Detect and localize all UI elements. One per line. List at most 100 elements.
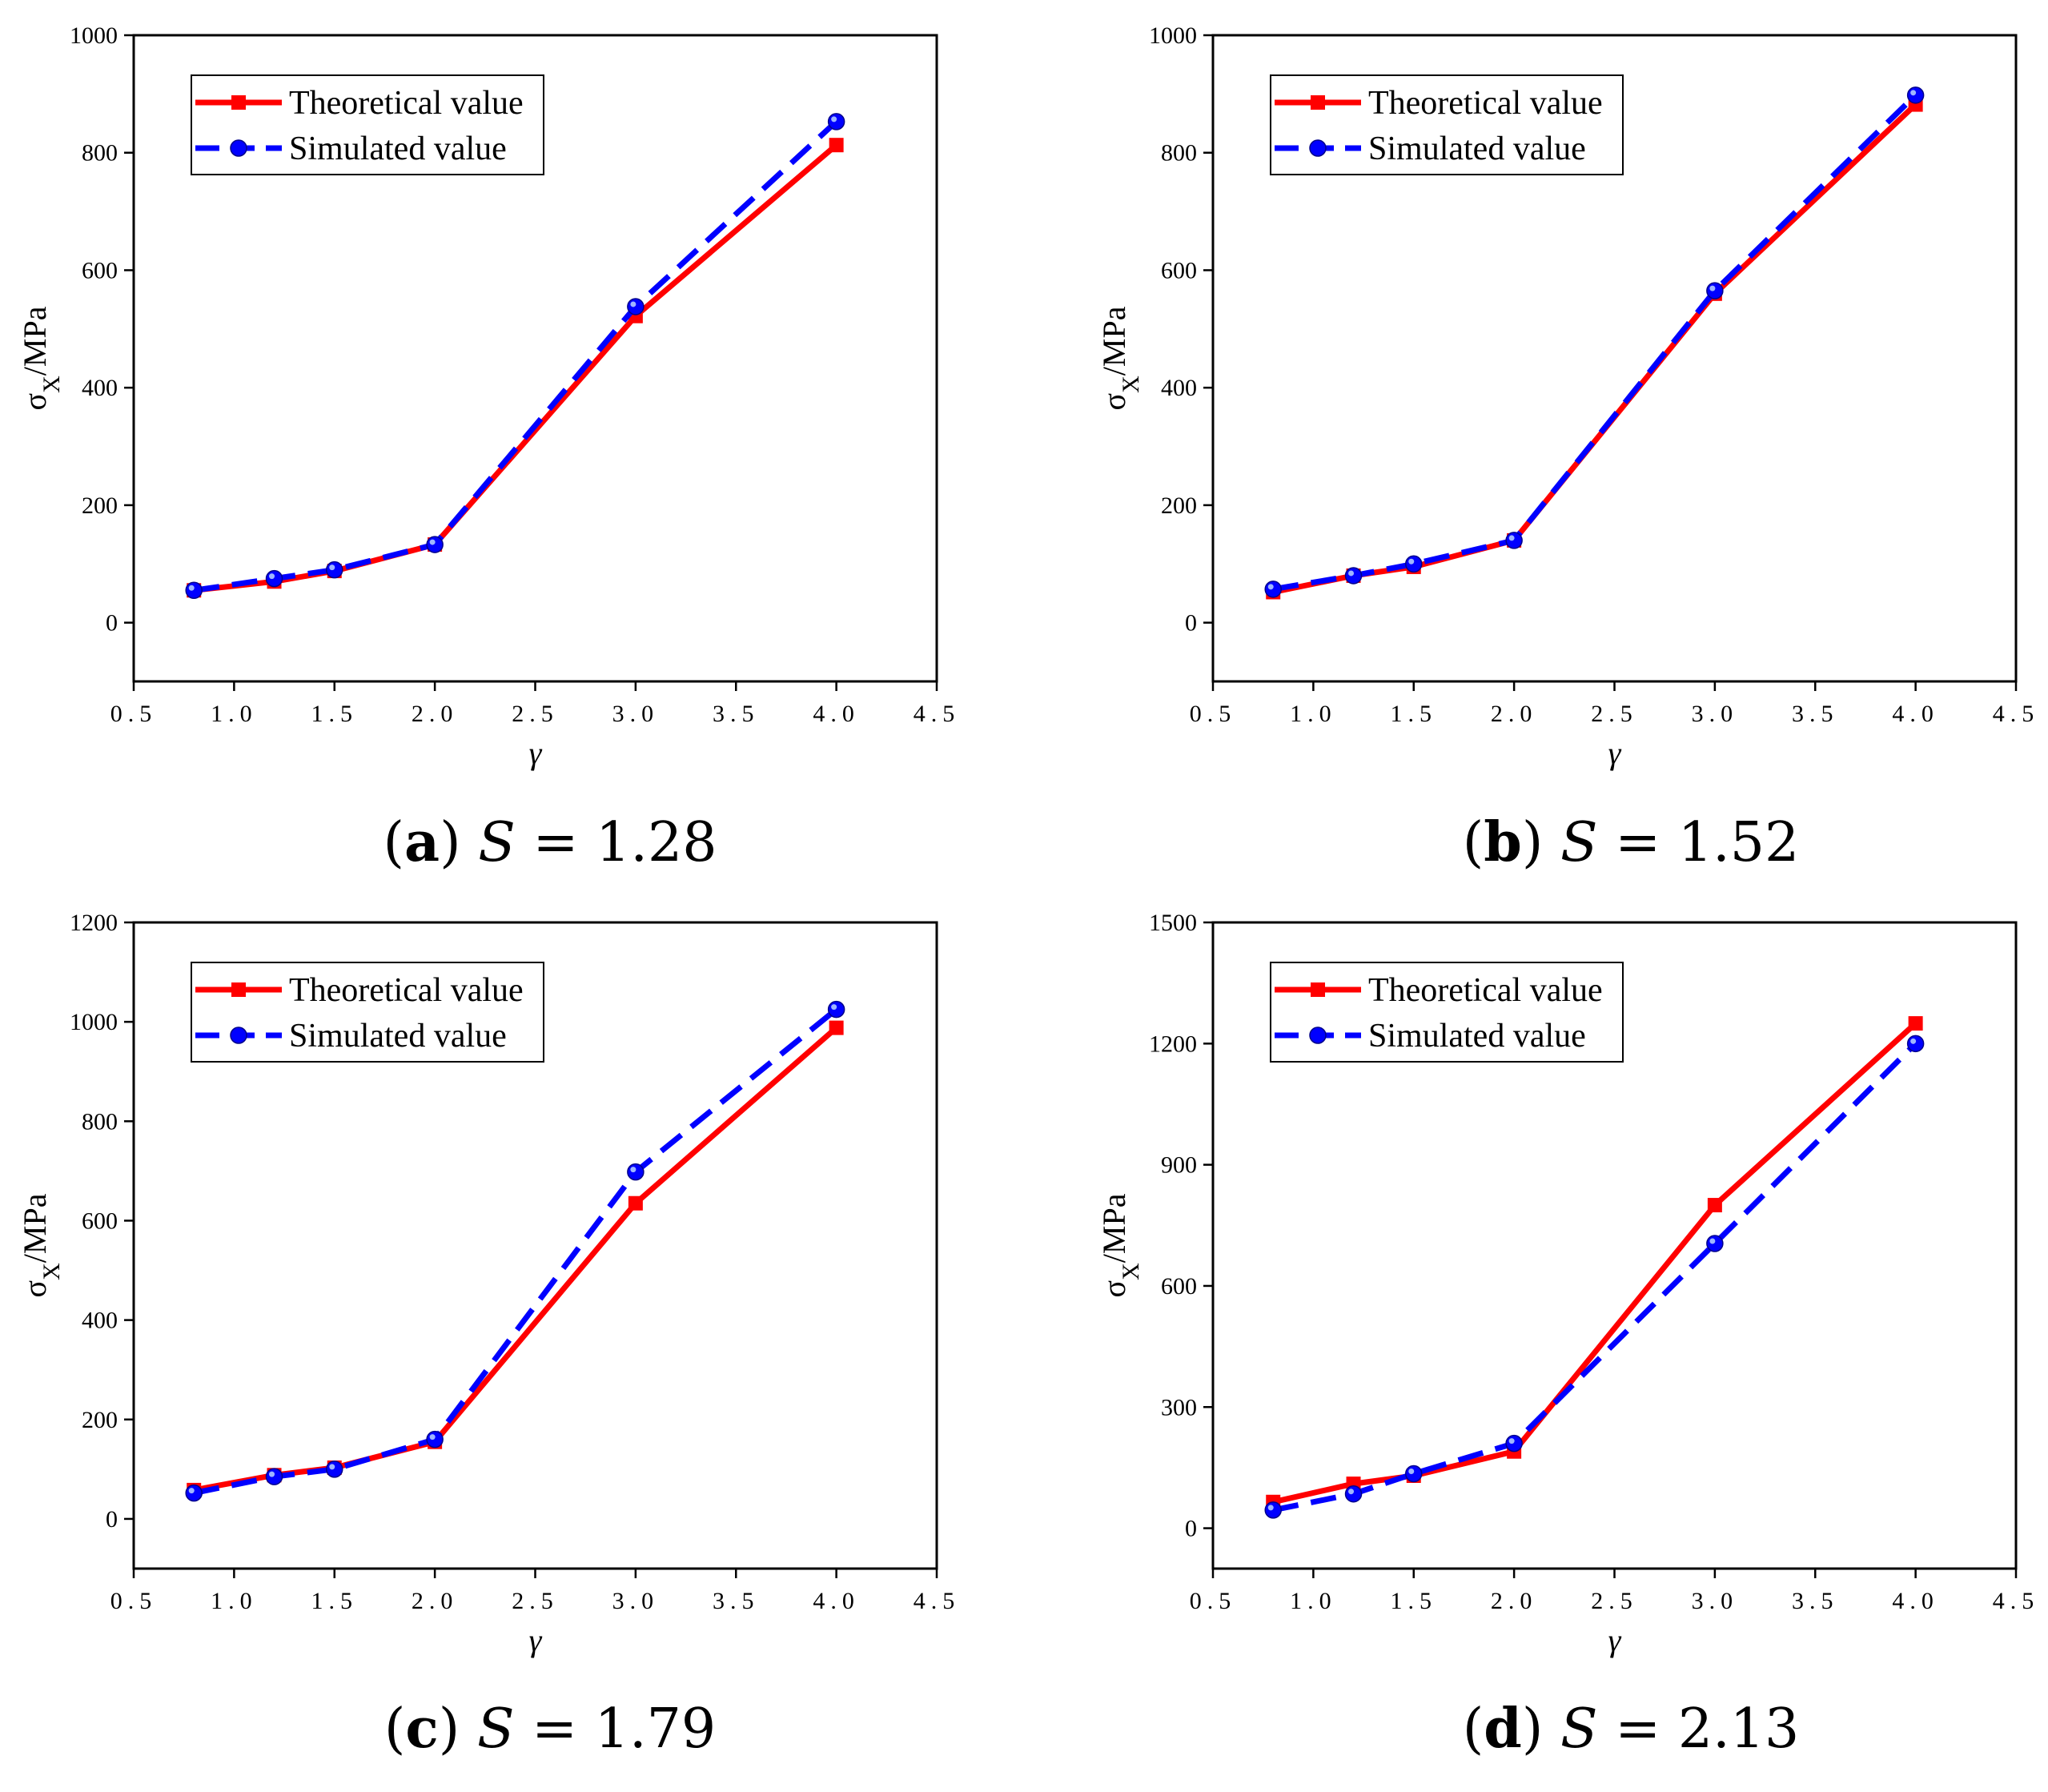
data-point-highlight-a-4 [630, 301, 636, 307]
data-point-highlight-a-3 [429, 539, 436, 545]
y-axis-label-main-d: σ [1096, 1280, 1132, 1298]
data-point-highlight-c-4 [630, 1167, 636, 1173]
x-axis-label-c: γ [529, 1622, 543, 1658]
data-point-highlight-c-5 [831, 1004, 837, 1011]
x-tick-label-d-3: 2.0 [1491, 1588, 1538, 1614]
data-point-highlight-a-5 [831, 116, 837, 123]
x-tick-label-d-8: 4.5 [1993, 1588, 2040, 1614]
data-point-highlight-c-0 [188, 1488, 195, 1494]
y-tick-label-a-1: 200 [82, 492, 118, 519]
x-tick-label-d-6: 3.5 [1792, 1588, 1839, 1614]
x-axis-label-a: γ [529, 735, 543, 771]
chart-panel-b: 0.5 1.0 1.5 2.0 2.5 3.0 3.5 4.0 4.5 0 200 400 600 800… [1096, 22, 2034, 771]
caption-d: (d) S = 2.13 [1462, 1697, 1800, 1761]
caption-c: (c) S = 1.79 [383, 1697, 717, 1761]
data-point-c-simulated-2 [326, 1461, 343, 1478]
x-tick-label-b-6: 3.5 [1792, 701, 1839, 727]
series-line-d-1 [1272, 1041, 1918, 1513]
x-tick-label-c-6: 3.5 [713, 1588, 760, 1614]
data-point-a-simulated-0 [185, 581, 203, 600]
legend-box-b [1270, 74, 1624, 175]
data-point-highlight-d-0 [1267, 1505, 1274, 1511]
x-tick-label-c-2: 1.5 [311, 1588, 359, 1614]
y-axis-label-sub-b: X [1118, 376, 1144, 393]
legend-label-d-0: Theoretical value [1368, 972, 1603, 1009]
caption-a-symbol: S [478, 811, 516, 874]
y-axis-label-b: σX/MPa [1096, 306, 1144, 410]
x-tick-label-a-3: 2.0 [412, 701, 459, 727]
data-point-a-simulated-4 [627, 298, 645, 315]
series-line-d-0 [1272, 1021, 1917, 1505]
caption-d-letter: d [1484, 1697, 1522, 1761]
y-tick-label-a-5: 1000 [70, 22, 118, 49]
data-point-c-simulated-1 [265, 1468, 283, 1485]
x-tick-label-d-2: 1.5 [1391, 1588, 1438, 1614]
x-tick-label-a-1: 1.0 [211, 701, 258, 727]
legend-box-d [1270, 962, 1624, 1063]
data-point-a-simulated-3 [426, 536, 444, 553]
caption-d-symbol: S [1560, 1698, 1598, 1761]
x-tick-label-d-7: 4.0 [1892, 1588, 1939, 1614]
data-point-c-theoretical-4 [628, 1195, 643, 1211]
y-tick-label-c-1: 200 [82, 1407, 118, 1433]
data-point-highlight-a-2 [329, 565, 335, 571]
y-tick-label-c-2: 400 [82, 1308, 118, 1334]
x-tick-label-a-8: 4.5 [914, 701, 961, 727]
y-tick-label-c-6: 1200 [70, 910, 118, 936]
data-point-highlight-b-2 [1408, 558, 1415, 565]
x-tick-label-c-4: 2.5 [512, 1588, 559, 1614]
x-tick-label-b-3: 2.0 [1491, 701, 1538, 727]
caption-c-letter: c [405, 1697, 439, 1761]
data-point-highlight-b-3 [1508, 535, 1515, 541]
data-point-b-simulated-2 [1405, 555, 1423, 573]
legend-label-a-1: Simulated value [289, 131, 507, 167]
legend-marker-c-0 [231, 982, 246, 997]
x-tick-label-b-2: 1.5 [1391, 701, 1438, 727]
x-tick-label-c-7: 4.0 [813, 1588, 860, 1614]
legend-marker-b-0 [1311, 95, 1325, 110]
x-tick-label-c-8: 4.5 [914, 1588, 961, 1614]
legend-marker-c-1 [230, 1027, 247, 1044]
y-axis-label-main-a: σ [17, 393, 53, 411]
caption-a: (a) S = 1.28 [383, 810, 717, 874]
data-point-d-theoretical-4 [1707, 1198, 1722, 1213]
y-tick-label-c-4: 800 [82, 1108, 118, 1135]
data-point-highlight-d-1 [1348, 1489, 1355, 1495]
x-tick-label-c-0: 0.5 [110, 1588, 158, 1614]
y-axis-label-a: σX/MPa [17, 306, 65, 410]
y-tick-label-d-1: 300 [1161, 1394, 1197, 1420]
y-tick-label-c-3: 600 [82, 1207, 118, 1234]
data-point-d-simulated-5 [1906, 1035, 1925, 1053]
legend-marker-b-1 [1309, 139, 1327, 157]
series-line-b-0 [1272, 102, 1918, 595]
data-point-highlight-a-1 [269, 573, 275, 580]
caption-c-symbol: S [476, 1698, 515, 1761]
y-tick-label-d-0: 0 [1185, 1516, 1197, 1542]
y-tick-label-c-0: 0 [106, 1506, 118, 1533]
data-point-highlight-d-3 [1508, 1438, 1515, 1444]
caption-c-value: 1.79 [594, 1698, 717, 1761]
chart-panel-c: 0.5 1.0 1.5 2.0 2.5 3.0 3.5 4.0 4.5 0 200 400 600 800… [17, 910, 961, 1658]
y-axis-label-sub-c: X [38, 1263, 65, 1280]
x-axis-label-d: γ [1608, 1622, 1622, 1658]
y-tick-label-a-3: 600 [82, 257, 118, 283]
x-tick-label-b-1: 1.0 [1290, 701, 1337, 727]
y-tick-label-a-4: 800 [82, 140, 118, 167]
x-tick-label-a-6: 3.5 [713, 701, 760, 727]
y-tick-label-c-5: 1000 [70, 1009, 118, 1035]
legend-label-b-0: Theoretical value [1368, 85, 1603, 122]
legend-label-b-1: Simulated value [1368, 131, 1586, 167]
x-tick-label-a-2: 1.5 [311, 701, 359, 727]
y-tick-label-d-4: 1200 [1149, 1031, 1197, 1057]
x-axis-label-b: γ [1608, 735, 1622, 771]
series-line-a-1 [193, 119, 838, 593]
y-axis-label-c: σX/MPa [17, 1193, 65, 1297]
legend-label-d-1: Simulated value [1368, 1018, 1586, 1055]
y-tick-label-d-2: 600 [1161, 1273, 1197, 1300]
data-point-highlight-a-0 [188, 585, 195, 591]
legend-marker-d-1 [1309, 1027, 1327, 1044]
legend-box-a [191, 74, 544, 175]
data-point-b-simulated-0 [1264, 581, 1282, 598]
data-point-highlight-c-2 [329, 1464, 335, 1470]
